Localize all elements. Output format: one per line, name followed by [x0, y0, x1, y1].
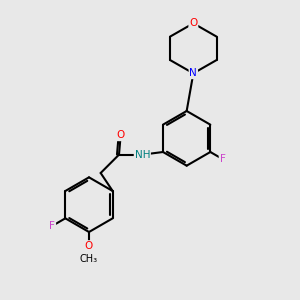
Text: O: O [85, 241, 93, 251]
Text: F: F [50, 221, 55, 231]
Text: CH₃: CH₃ [80, 254, 98, 264]
Text: O: O [189, 18, 197, 28]
Text: O: O [116, 130, 125, 140]
Text: NH: NH [135, 150, 150, 160]
Text: F: F [220, 154, 225, 164]
Text: N: N [190, 68, 197, 78]
